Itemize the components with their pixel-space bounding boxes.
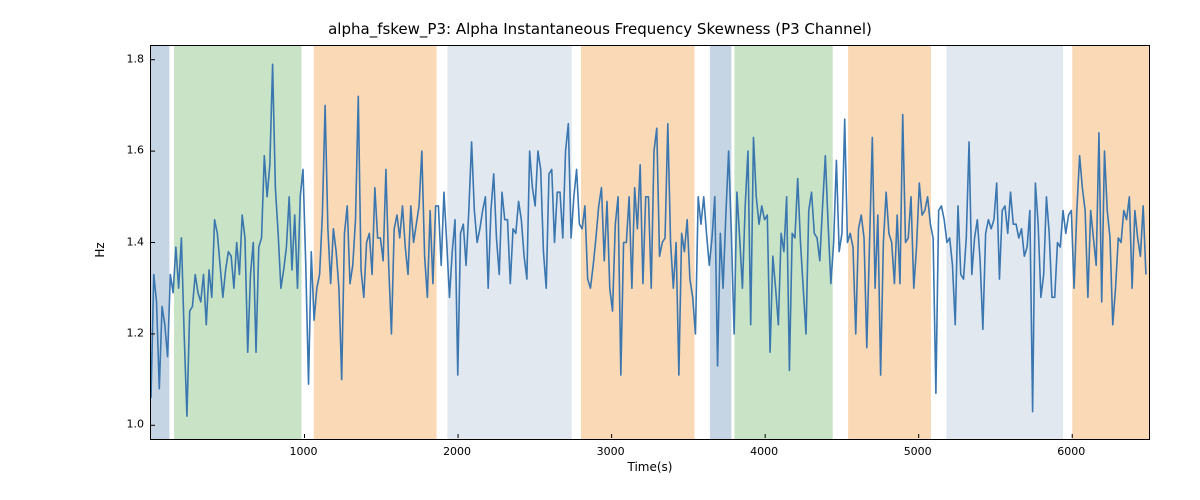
- region-band: [848, 46, 931, 439]
- region-band: [581, 46, 695, 439]
- x-tick-label: 5000: [904, 445, 932, 458]
- x-axis-label: Time(s): [150, 460, 1150, 474]
- y-tick-label: 1.4: [104, 235, 144, 248]
- plot-area: [150, 45, 1150, 440]
- plot-svg: [151, 46, 1149, 439]
- x-tick-label: 3000: [597, 445, 625, 458]
- y-tick-label: 1.0: [104, 418, 144, 431]
- region-band: [174, 46, 301, 439]
- y-tick-label: 1.6: [104, 144, 144, 157]
- x-tick-label: 1000: [290, 445, 318, 458]
- y-tick-label: 1.8: [104, 52, 144, 65]
- figure: alpha_fskew_P3: Alpha Instantaneous Freq…: [0, 0, 1200, 500]
- x-tick-label: 4000: [750, 445, 778, 458]
- region-band: [447, 46, 571, 439]
- x-tick-label: 6000: [1057, 445, 1085, 458]
- chart-title: alpha_fskew_P3: Alpha Instantaneous Freq…: [0, 20, 1200, 38]
- x-tick-label: 2000: [443, 445, 471, 458]
- y-tick-label: 1.2: [104, 326, 144, 339]
